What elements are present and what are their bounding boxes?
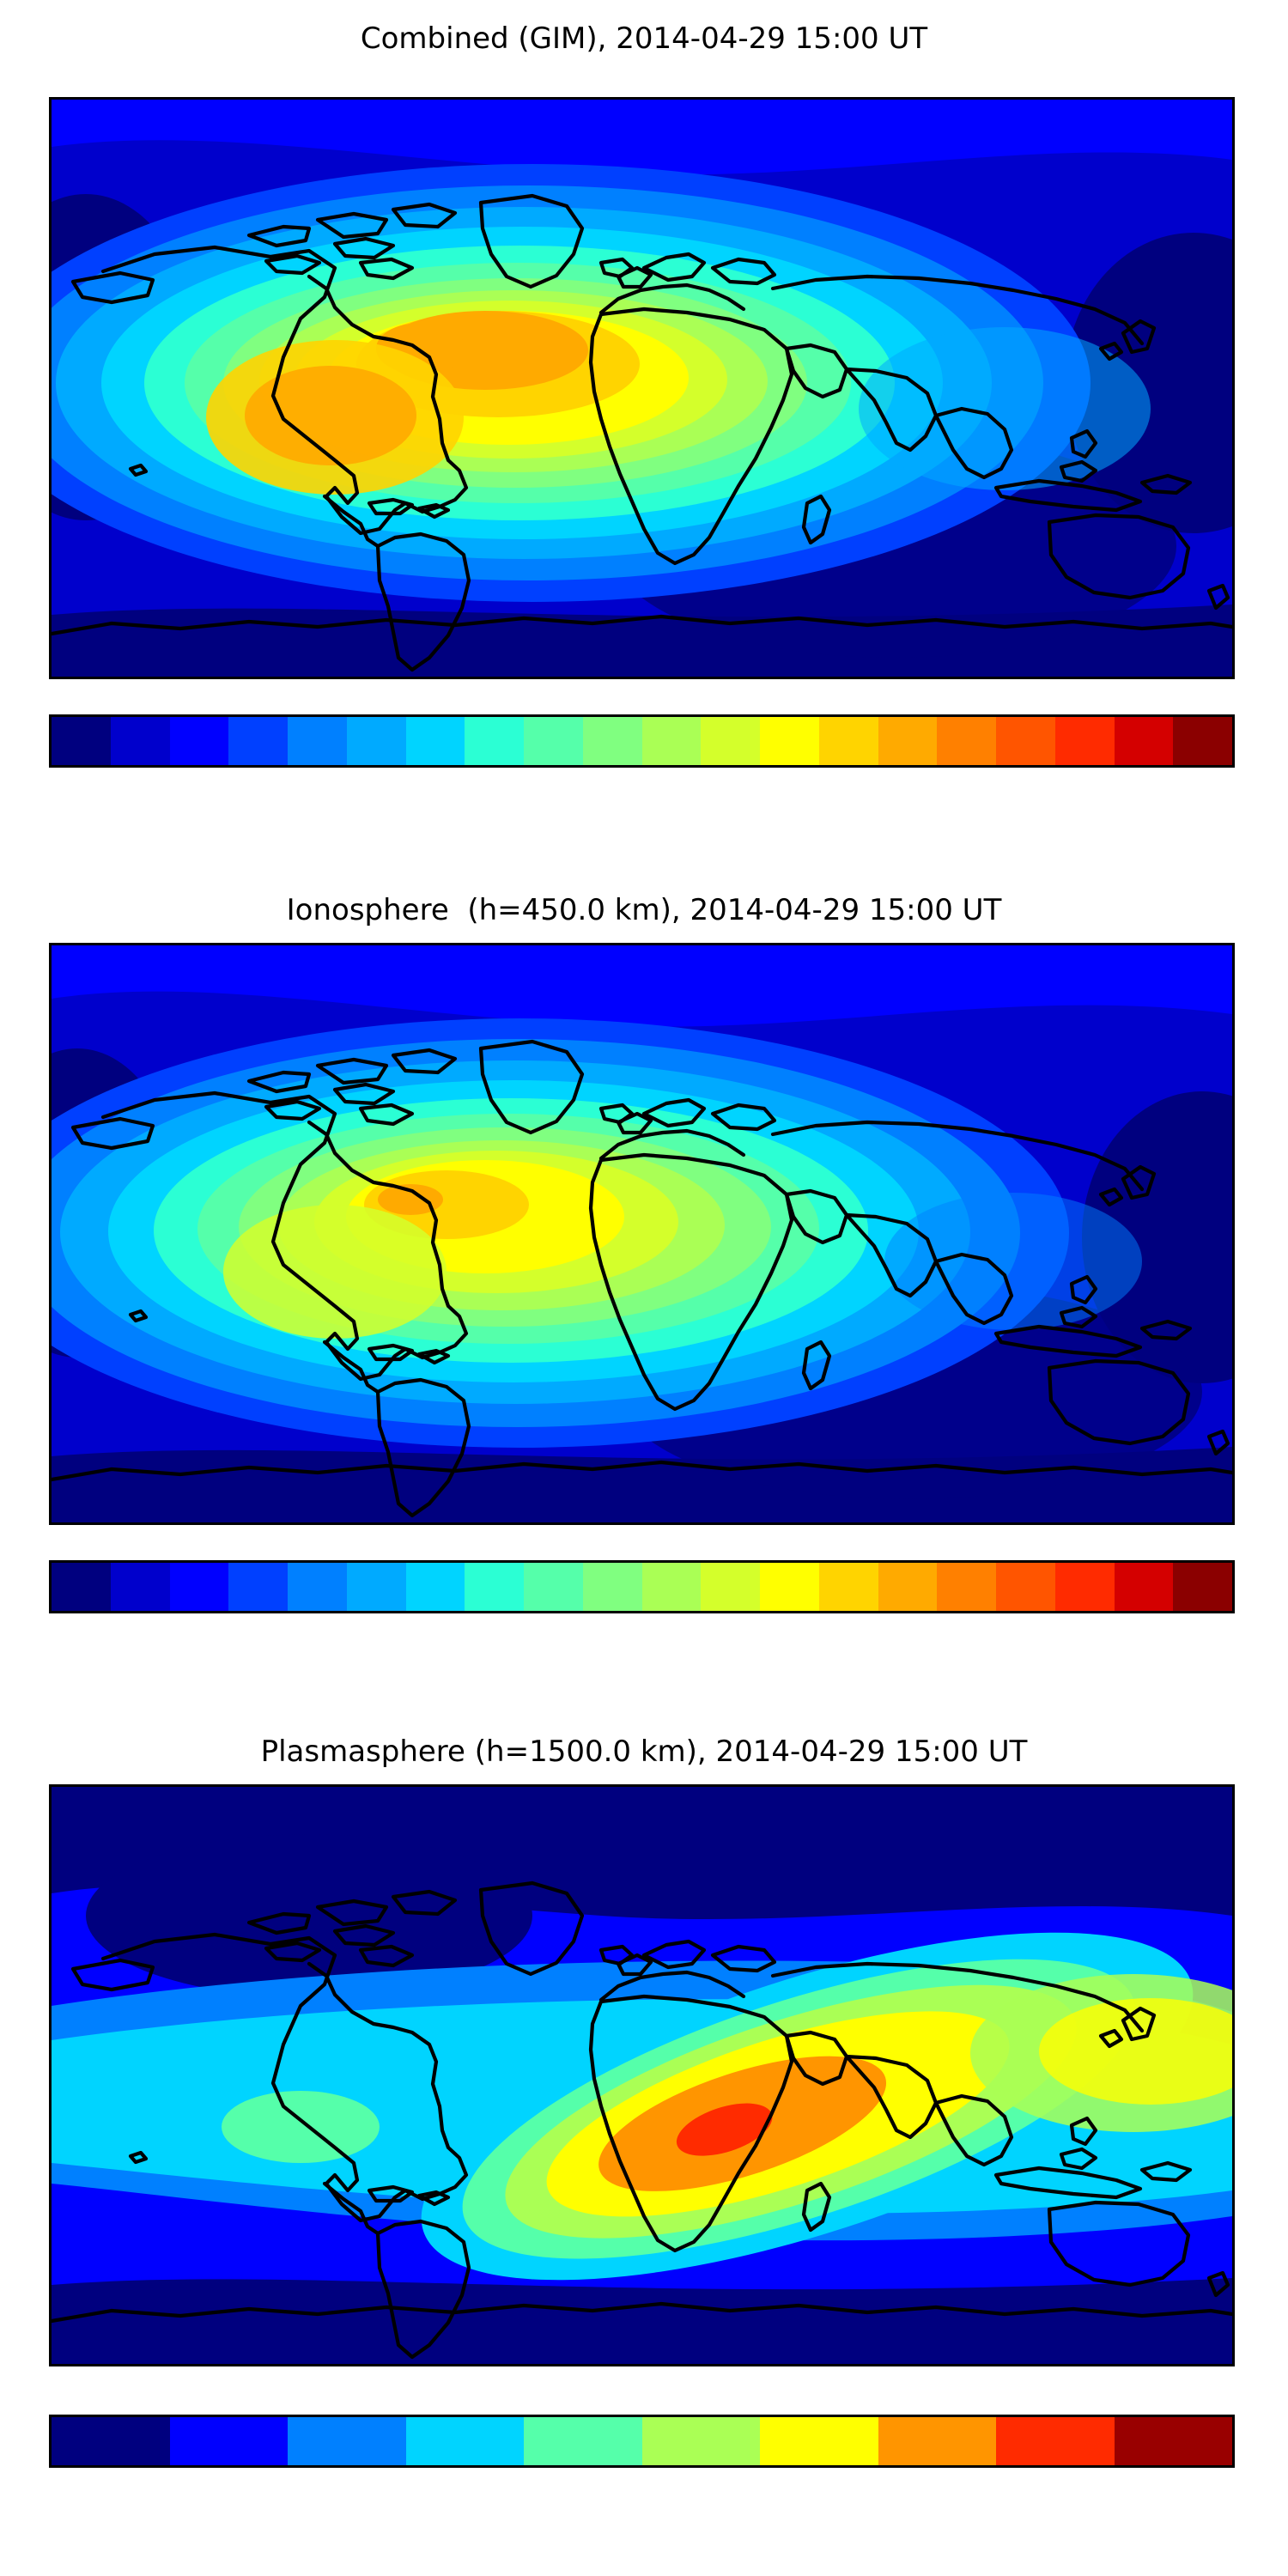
colorbar-combined-axis — [49, 768, 1230, 828]
contour-band — [223, 1205, 447, 1339]
map-ionosphere-svg — [52, 945, 1232, 1522]
colorbar-plasmasphere-gradient — [49, 2415, 1235, 2468]
colorbar-band — [701, 1563, 760, 1611]
map-plasmasphere-svg — [52, 1787, 1232, 2364]
colorbar-ionosphere-gradient — [49, 1560, 1235, 1613]
colorbar-band — [582, 717, 642, 765]
colorbar-plasmasphere-axis — [49, 2468, 1230, 2528]
colorbar-band — [52, 1563, 111, 1611]
coastlines — [52, 193, 1232, 672]
colorbar-band — [996, 2417, 1115, 2465]
contour-band — [222, 2091, 380, 2163]
coastlines — [52, 1039, 1232, 1518]
coastlines — [52, 1880, 1232, 2360]
colorbar-band — [465, 717, 524, 765]
colorbar-band — [1173, 717, 1232, 765]
contour-band — [52, 100, 1232, 175]
colorbar-band — [937, 1563, 996, 1611]
colorbar-band — [524, 2417, 642, 2465]
colorbar-band — [288, 2417, 406, 2465]
colorbar-band — [818, 717, 878, 765]
colorbar-band — [169, 2417, 288, 2465]
colorbar-band — [1114, 717, 1174, 765]
map-combined-svg — [52, 100, 1232, 677]
panel-title-ionosphere: Ionosphere (h=450.0 km), 2014-04-29 15:0… — [286, 893, 1002, 927]
contour-band — [378, 1184, 443, 1215]
contour-band — [245, 366, 416, 465]
colorbar-band — [760, 1563, 819, 1611]
colorbar-combined — [49, 714, 1235, 768]
colorbar-band — [169, 1563, 229, 1611]
colorbar-band — [878, 1563, 938, 1611]
colorbar-band — [818, 1563, 878, 1611]
contour-band — [859, 327, 1151, 490]
colorbar-band — [760, 2417, 878, 2465]
colorbar-band — [878, 717, 938, 765]
colorbar-band — [169, 717, 229, 765]
colorbar-band — [288, 1563, 347, 1611]
contour-band — [52, 945, 1232, 1027]
colorbar-band — [465, 1563, 524, 1611]
contour-band — [52, 2278, 1232, 2364]
colorbar-band — [52, 717, 111, 765]
colorbar-band — [1054, 717, 1115, 765]
colorbar-band — [701, 717, 760, 765]
panel-title-plasmasphere: Plasmasphere (h=1500.0 km), 2014-04-29 1… — [260, 1735, 1028, 1769]
contour-band — [884, 1193, 1142, 1330]
colorbar-band — [996, 1563, 1055, 1611]
colorbar-band — [405, 2417, 524, 2465]
colorbar-band — [1114, 1563, 1174, 1611]
colorbar-band — [110, 717, 170, 765]
colorbar-band — [937, 717, 996, 765]
colorbar-band — [110, 1563, 170, 1611]
colorbar-band — [641, 2417, 760, 2465]
map-plasmasphere — [49, 1784, 1235, 2366]
panel-title-combined: Combined (GIM), 2014-04-29 15:00 UT — [360, 21, 928, 56]
colorbar-band — [524, 1563, 583, 1611]
colorbar-band — [524, 717, 583, 765]
colorbar-band — [878, 2417, 996, 2465]
colorbar-band — [405, 717, 465, 765]
colorbar-band — [228, 717, 288, 765]
colorbar-band — [641, 1563, 702, 1611]
colorbar-band — [641, 717, 702, 765]
colorbar-band — [405, 1563, 465, 1611]
colorbar-band — [1054, 1563, 1115, 1611]
colorbar-band — [760, 717, 819, 765]
map-combined — [49, 97, 1235, 679]
colorbar-plasmasphere — [49, 2415, 1235, 2468]
colorbar-band — [996, 717, 1055, 765]
colorbar-band — [582, 1563, 642, 1611]
map-ionosphere — [49, 943, 1235, 1525]
colorbar-band — [346, 717, 406, 765]
colorbar-ionosphere-axis — [49, 1613, 1230, 1674]
colorbar-band — [1173, 1563, 1232, 1611]
colorbar-band — [346, 1563, 406, 1611]
contour-band — [1039, 1998, 1232, 2105]
colorbar-band — [288, 717, 347, 765]
colorbar-band — [1114, 2417, 1232, 2465]
colorbar-combined-gradient — [49, 714, 1235, 768]
colorbar-ionosphere — [49, 1560, 1235, 1613]
colorbar-band — [228, 1563, 288, 1611]
colorbar-band — [52, 2417, 170, 2465]
